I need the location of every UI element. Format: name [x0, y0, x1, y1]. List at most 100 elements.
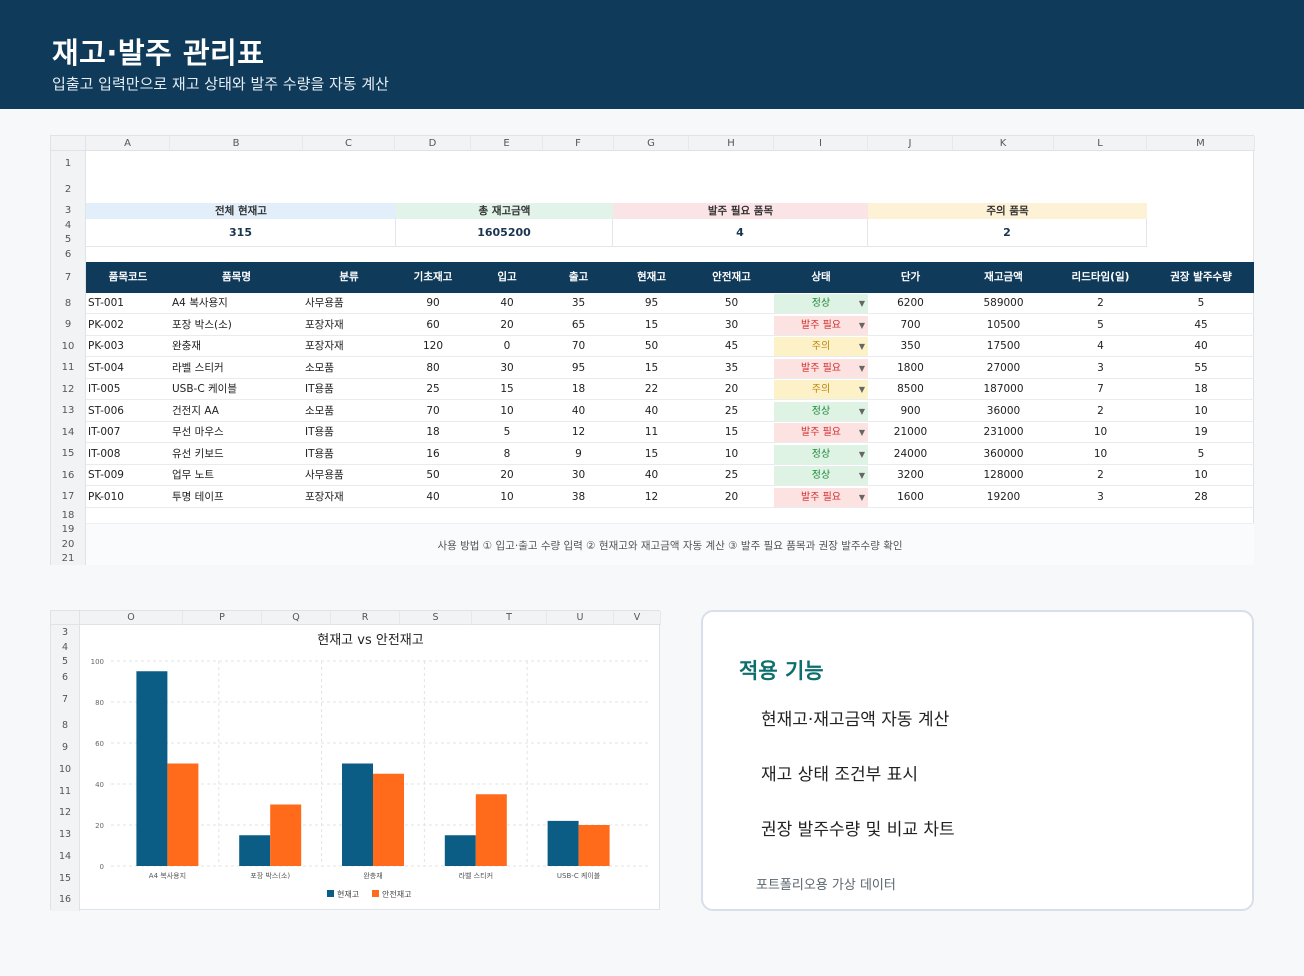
cell-cat[interactable]: 포장자재 [305, 340, 344, 352]
chevron-down-icon[interactable]: ▼ [858, 471, 865, 480]
cell-lead[interactable]: 10 [1093, 447, 1108, 460]
row-header[interactable]: 3 [51, 625, 80, 640]
chevron-down-icon[interactable]: ▼ [858, 428, 865, 437]
cell-base[interactable]: 25 [426, 383, 440, 395]
status-dropdown[interactable]: 주의 ▼ [774, 337, 868, 356]
row-header[interactable]: 20 [51, 537, 86, 552]
cell-out[interactable]: 40 [571, 404, 586, 417]
column-title[interactable]: 재고금액 [984, 271, 1023, 283]
cell-out[interactable]: 38 [571, 490, 586, 503]
column-title[interactable]: 품목명 [222, 271, 251, 283]
cell-amount[interactable]: 17500 [986, 340, 1021, 352]
chevron-down-icon[interactable]: ▼ [858, 492, 865, 502]
status-dropdown[interactable]: 정상 ▼ [774, 444, 868, 464]
cell-order[interactable]: 10 [1194, 404, 1208, 417]
cell-cur[interactable]: 50 [644, 340, 659, 352]
cell-name[interactable]: 건전지 AA [172, 404, 219, 417]
cell-cur[interactable]: 40 [644, 404, 659, 417]
status-dropdown[interactable]: 정상 ▼ [774, 294, 868, 313]
cell-out[interactable]: 18 [571, 383, 586, 395]
status-dropdown[interactable]: 발주 필요 ▼ [774, 358, 868, 378]
cell-code[interactable]: PK-002 [88, 318, 124, 331]
status-dropdown[interactable]: 발주 필요 ▼ [774, 423, 868, 442]
cell-safe[interactable]: 15 [724, 426, 739, 438]
cell-base[interactable]: 16 [426, 447, 440, 460]
chevron-down-icon[interactable]: ▼ [858, 342, 865, 351]
row-header[interactable]: 5 [51, 655, 80, 669]
cell-cat[interactable]: 사무용품 [305, 469, 344, 481]
cell-out[interactable]: 12 [571, 426, 586, 438]
column-header[interactable]: F [543, 136, 614, 151]
cell-cur[interactable]: 95 [644, 297, 659, 309]
cell-price[interactable]: 21000 [893, 426, 928, 438]
cell-out[interactable]: 95 [571, 361, 586, 374]
cell-in[interactable]: 10 [500, 404, 514, 417]
cell-lead[interactable]: 2 [1097, 297, 1104, 309]
status-dropdown[interactable]: 주의 ▼ [774, 380, 868, 399]
cell-code[interactable]: PK-010 [88, 490, 124, 503]
cell-cur[interactable]: 15 [644, 447, 659, 460]
column-header[interactable]: T [472, 611, 547, 625]
cell-base[interactable]: 40 [426, 490, 440, 503]
cell-safe[interactable]: 20 [724, 383, 739, 395]
row-header[interactable]: 1 [51, 151, 86, 177]
cell-name[interactable]: 완충재 [172, 340, 201, 352]
cell-code[interactable]: ST-009 [88, 469, 124, 481]
cell-out[interactable]: 70 [571, 340, 586, 352]
cell-cat[interactable]: IT용품 [305, 447, 334, 460]
cell-order[interactable]: 18 [1194, 383, 1208, 395]
cell-name[interactable]: 투명 테이프 [172, 490, 224, 503]
cell-in[interactable]: 15 [500, 383, 514, 395]
cell-amount[interactable]: 360000 [983, 447, 1024, 460]
cell-amount[interactable]: 128000 [983, 469, 1024, 481]
cell-lead[interactable]: 5 [1097, 318, 1104, 331]
column-title[interactable]: 현재고 [637, 271, 666, 283]
row-header[interactable]: 9 [51, 314, 86, 336]
cell-price[interactable]: 8500 [897, 383, 924, 395]
cell-in[interactable]: 0 [503, 340, 511, 352]
column-header[interactable]: H [689, 136, 774, 151]
cell-base[interactable]: 90 [426, 297, 440, 309]
cell-safe[interactable]: 25 [724, 469, 739, 481]
cell-cur[interactable]: 15 [644, 361, 659, 374]
column-header[interactable]: S [400, 611, 472, 625]
cell-amount[interactable]: 10500 [986, 318, 1021, 331]
row-header[interactable]: 13 [51, 400, 86, 422]
cell-cat[interactable]: 포장자재 [305, 490, 344, 503]
status-dropdown[interactable]: 발주 필요 ▼ [774, 487, 868, 507]
cell-cur[interactable]: 40 [644, 469, 659, 481]
column-header[interactable]: R [331, 611, 400, 625]
row-header[interactable]: 7 [51, 262, 86, 293]
column-title[interactable]: 품목코드 [108, 271, 148, 283]
row-header[interactable]: 4 [51, 640, 80, 655]
cell-order[interactable]: 19 [1194, 426, 1208, 438]
row-header[interactable]: 13 [51, 824, 80, 846]
cell-code[interactable]: PK-003 [88, 340, 124, 352]
cell-price[interactable]: 1600 [897, 490, 924, 503]
cell-order[interactable]: 5 [1197, 297, 1205, 309]
status-dropdown[interactable]: 정상 ▼ [774, 401, 868, 421]
cell-cat[interactable]: 소모품 [305, 361, 334, 374]
cell-lead[interactable]: 3 [1097, 361, 1104, 374]
row-header[interactable]: 8 [51, 714, 80, 737]
row-header[interactable]: 4 [51, 219, 86, 233]
cell-safe[interactable]: 30 [724, 318, 739, 331]
cell-cur[interactable]: 15 [644, 318, 659, 331]
cell-lead[interactable]: 2 [1097, 469, 1104, 481]
column-header[interactable]: G [614, 136, 689, 151]
cell-amount[interactable]: 187000 [983, 383, 1024, 395]
cell-order[interactable]: 28 [1194, 490, 1208, 503]
cell-price[interactable]: 24000 [893, 447, 928, 460]
cell-code[interactable]: IT-005 [88, 383, 121, 395]
cell-out[interactable]: 9 [575, 447, 582, 460]
cell-safe[interactable]: 35 [724, 361, 739, 374]
cell-safe[interactable]: 45 [724, 340, 739, 352]
cell-safe[interactable]: 50 [724, 297, 739, 309]
cell-amount[interactable]: 27000 [986, 361, 1021, 374]
row-header[interactable]: 12 [51, 379, 86, 400]
row-header[interactable]: 6 [51, 247, 86, 262]
column-title[interactable]: 기초재고 [413, 271, 453, 283]
cell-code[interactable]: ST-001 [88, 297, 124, 309]
column-header[interactable]: M [1147, 136, 1255, 151]
column-header[interactable]: E [471, 136, 543, 151]
